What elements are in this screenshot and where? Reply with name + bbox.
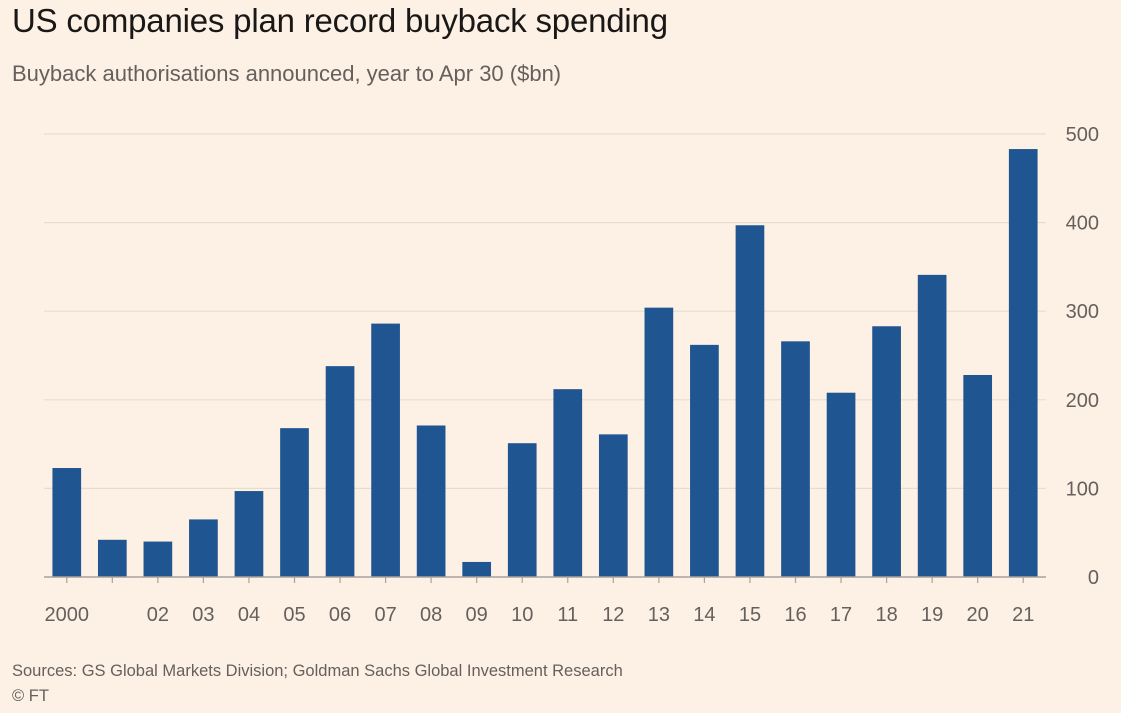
axes: 0 100 200 300 400 500 2000 02 03 04 05 06 07 08 09 10 11… (44, 124, 1099, 626)
x-tick-label: 14 (693, 604, 715, 626)
x-tick-label: 09 (466, 604, 488, 626)
x-tick-label: 13 (648, 604, 670, 626)
y-tick-label: 400 (1066, 213, 1099, 235)
x-tick-label: 2000 (45, 604, 90, 626)
y-tick-label: 100 (1066, 478, 1099, 500)
bar (826, 392, 856, 577)
y-tick-label: 500 (1066, 124, 1099, 146)
bar (598, 434, 628, 577)
y-tick-label: 200 (1066, 390, 1099, 412)
bar (143, 541, 173, 577)
bar (97, 539, 127, 577)
bar (917, 274, 947, 577)
bar (462, 561, 492, 577)
bar (507, 443, 537, 577)
bar (280, 428, 309, 577)
x-tick-label: 08 (420, 604, 442, 626)
bar (1008, 149, 1038, 577)
x-tick-label: 15 (739, 604, 761, 626)
x-tick-label: 06 (329, 604, 351, 626)
bar (189, 519, 218, 577)
x-tick-label: 02 (147, 604, 169, 626)
bar (735, 225, 765, 577)
bar (325, 366, 355, 577)
x-tick-label: 19 (921, 604, 943, 626)
bar (553, 389, 583, 577)
bar (234, 491, 264, 577)
copyright-note: © FT (12, 687, 49, 705)
y-tick-label: 0 (1088, 567, 1099, 589)
x-tick-label: 03 (192, 604, 214, 626)
bar (371, 323, 400, 577)
chart-title: US companies plan record buyback spendin… (12, 2, 668, 39)
x-tick-label: 21 (1012, 604, 1034, 626)
x-tick-label: 16 (784, 604, 806, 626)
bar (781, 341, 810, 577)
bar (644, 307, 674, 577)
source-note: Sources: GS Global Markets Division; Gol… (12, 662, 623, 680)
x-tick-label: 20 (967, 604, 989, 626)
x-tick-label: 11 (557, 604, 578, 626)
x-tick-label: 05 (283, 604, 305, 626)
x-tick-label: 10 (511, 604, 533, 626)
bar (872, 326, 901, 577)
x-tick-label: 07 (374, 604, 396, 626)
chart-subtitle: Buyback authorisations announced, year t… (12, 61, 562, 86)
x-tick-label: 04 (238, 604, 260, 626)
x-tick-label: 12 (602, 604, 624, 626)
bar (52, 468, 82, 577)
x-tick-label: 17 (830, 604, 852, 626)
y-tick-label: 300 (1066, 301, 1099, 323)
bar (416, 425, 446, 577)
bar (963, 374, 993, 577)
bars (52, 149, 1038, 577)
bar (690, 344, 719, 577)
x-tick-label: 18 (875, 604, 897, 626)
